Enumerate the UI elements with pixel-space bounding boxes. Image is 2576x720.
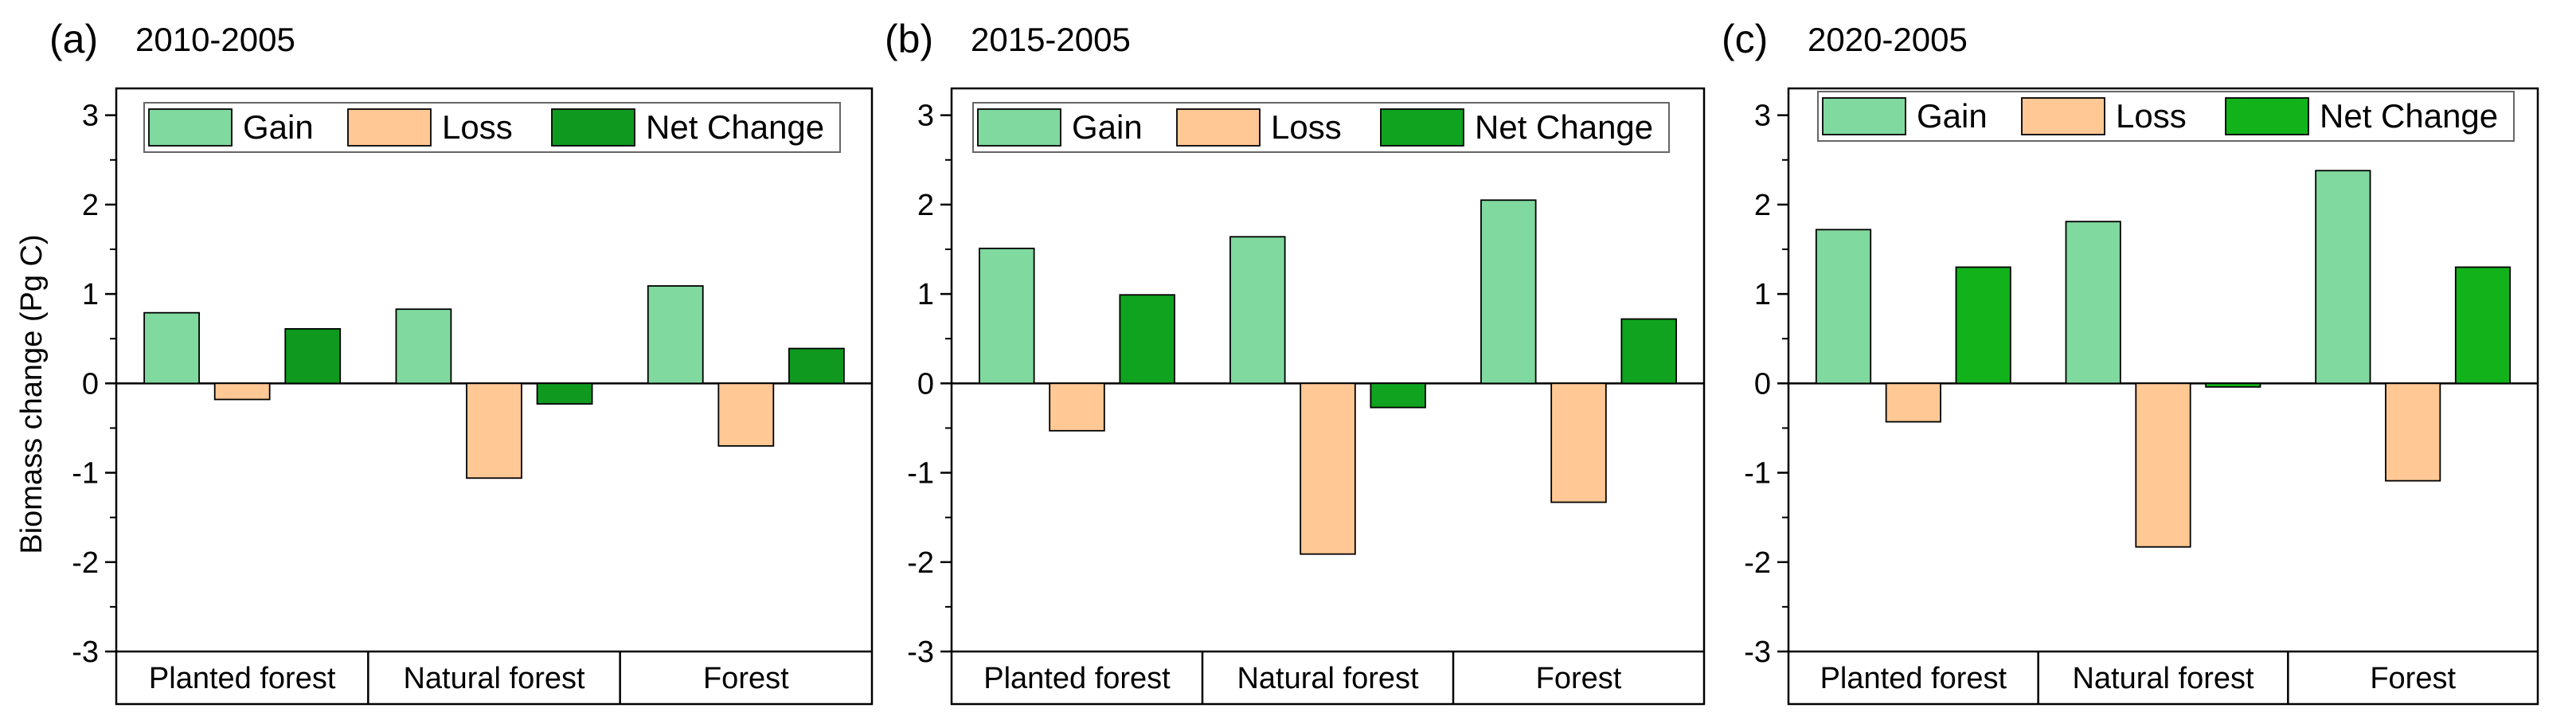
bar-loss [1550,382,1607,503]
legend: Gain Loss Net Change [143,102,841,153]
legend-swatch-loss [1176,108,1261,147]
bar-net-change [536,382,593,405]
y-tick-label: 0 [917,367,934,401]
bar-gain [1815,229,1872,385]
bar-gain [2065,221,2121,385]
panel-label: (b) [885,17,933,61]
bar-net-change [1370,382,1426,409]
bar-gain [1229,236,1286,385]
y-tick-label: 2 [917,189,934,222]
bar-gain [979,247,1035,385]
category-label: Natural forest [2072,662,2254,695]
bar-loss [466,382,522,479]
legend-swatch-net-change [1380,108,1464,147]
bar-gain [143,311,200,385]
panel-title: 2015-2005 [971,21,1131,58]
bar-gain [395,308,452,385]
legend-label: Loss [1271,108,1342,146]
y-tick-label: -1 [72,457,99,491]
legend-label: Gain [1917,97,1988,135]
category-label: Natural forest [403,662,585,695]
y-tick-label: 2 [1754,189,1771,222]
legend-label: Gain [243,108,314,146]
bar-net-change [788,347,845,385]
legend-swatch-gain [977,108,1061,147]
legend-label: Net Change [2320,97,2498,135]
plot-frame [950,87,1706,706]
bar-loss [1885,382,1941,423]
legend-swatch-net-change [2225,97,2309,135]
legend-swatch-loss [347,108,432,147]
bar-loss [1300,382,1356,555]
bar-loss [2385,382,2441,482]
panel-b: (b) 2015-2005 Planted forest Natural forest… [885,17,1706,706]
legend-frame [143,102,841,153]
legend-label: Loss [2116,97,2187,135]
y-tick-label: 1 [1754,278,1771,311]
legend-label: Gain [1072,108,1143,146]
bar-net-change [2454,266,2512,385]
legend-frame [972,102,1670,153]
y-tick-label: -1 [907,457,934,491]
y-tick-label: 3 [1754,100,1771,133]
legend-label: Net Change [1475,108,1653,146]
legend-swatch-gain [1822,97,1906,135]
bar-net-change [1119,294,1175,385]
legend-swatch-loss [2021,97,2105,135]
bar-net-change [1620,318,1677,385]
y-tick-label: -3 [72,636,99,669]
panel-title: 2010-2005 [135,21,295,58]
category-label: Planted forest [149,662,336,695]
y-tick-label: 3 [917,100,934,133]
y-tick-label: -3 [907,636,934,669]
legend: Gain Loss Net Change [1817,91,2515,142]
category-label: Planted forest [1820,662,2007,695]
bar-loss [213,382,271,401]
category-label: Natural forest [1237,662,1419,695]
category-label: Forest [2370,662,2456,695]
y-tick-label: -3 [1744,636,1771,669]
bar-net-change [284,327,342,385]
y-tick-label: 0 [1754,367,1771,401]
bar-gain [2315,170,2371,385]
category-label: Forest [703,662,789,695]
bar-gain [647,285,704,385]
y-tick-label: 2 [82,189,99,222]
bar-net-change [1955,266,2011,385]
plot-frame [115,87,874,706]
legend-swatch-gain [148,108,233,147]
panel-label: (a) [49,17,98,61]
y-tick-label: -1 [1744,457,1771,491]
bar-gain [1480,199,1537,385]
category-label: Planted forest [983,662,1171,695]
y-tick-label: -2 [72,546,99,580]
category-label: Forest [1536,662,1622,695]
legend: Gain Loss Net Change [972,102,1670,153]
legend-swatch-net-change [551,108,635,147]
legend-label: Loss [442,108,513,146]
panel-title: 2020-2005 [1808,21,1968,58]
bar-loss [2135,382,2191,548]
panel-label: (c) [1722,17,1768,61]
y-tick-label: 1 [917,278,934,311]
y-tick-label: 1 [82,278,99,311]
y-tick-label: 3 [82,100,99,133]
legend-frame [1817,91,2515,142]
y-tick-label: -2 [1744,546,1771,580]
y-axis-label: Biomass change (Pg C) [15,234,49,554]
panel-a: (a) 2010-2005 Planted forest Natural forest… [49,17,874,706]
bar-loss [1049,382,1105,432]
y-tick-label: -2 [907,546,934,580]
y-tick-label: 0 [82,367,99,401]
legend-label: Net Change [646,108,824,146]
bar-net-change [2205,382,2261,388]
plot-frame [1787,87,2539,706]
panel-c: (c) 2020-2005 Planted forest Natural forest… [1722,17,2539,706]
bar-loss [717,382,775,447]
